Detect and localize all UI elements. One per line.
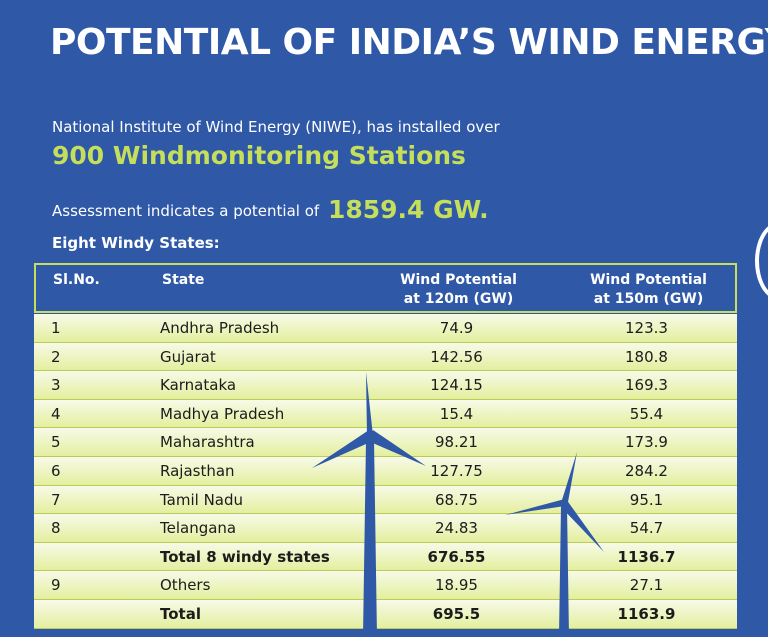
cell-sl-no: 7 <box>51 490 61 509</box>
cell-wind-120m: 18.95 <box>435 576 478 595</box>
cell-sl-no: 1 <box>51 319 61 337</box>
cell-sl-no: 2 <box>51 347 61 366</box>
decorative-curve <box>755 222 768 300</box>
cell-state: Karnataka <box>160 376 237 395</box>
cell-state: Telangana <box>160 519 237 538</box>
assessment-value: 1859.4 GW. <box>327 195 489 224</box>
table-row: 1 Andhra Pradesh 74.9 123.3 <box>34 314 737 343</box>
cell-sl-no: 3 <box>51 376 61 395</box>
cell-state: Others <box>160 576 211 595</box>
cell-sl-no: 4 <box>51 404 61 423</box>
table-row: 7 Tamil Nadu 68.75 95.1 <box>34 485 737 515</box>
page-title: POTENTIAL OF INDIA’S WIND ENERGY <box>50 22 768 63</box>
header-state: State <box>162 272 205 288</box>
cell-wind-120m: 24.83 <box>435 519 478 538</box>
header-sl-no: Sl.No. <box>53 272 100 288</box>
wind-potential-table: Sl.No. State Wind Potential at 120m (GW) … <box>34 263 737 633</box>
cell-wind-150m: 54.7 <box>629 519 664 538</box>
table-row: 5 Maharashtra 98.21 173.9 <box>34 428 737 457</box>
cell-wind-150m: 123.3 <box>625 319 668 337</box>
table-header: Sl.No. State Wind Potential at 120m (GW) … <box>34 263 737 313</box>
assessment-text: Assessment indicates a potential of <box>52 202 320 220</box>
cell-sl-no: 9 <box>51 576 61 595</box>
intro-text: National Institute of Wind Energy (NIWE)… <box>52 118 500 136</box>
cell-wind-120m: 68.75 <box>435 490 478 509</box>
header-wind-150m: Wind Potential at 150m (GW) <box>590 272 707 307</box>
cell-wind-120m: 98.21 <box>435 433 478 452</box>
cell-wind-120m: 695.5 <box>432 605 481 623</box>
cell-wind-120m: 15.4 <box>439 404 474 423</box>
cell-wind-150m: 27.1 <box>629 576 664 595</box>
cell-state: Tamil Nadu <box>160 490 244 509</box>
cell-wind-120m: 74.9 <box>439 319 474 337</box>
cell-wind-120m: 124.15 <box>430 376 483 395</box>
cell-wind-120m: 142.56 <box>430 347 483 366</box>
cell-wind-150m: 95.1 <box>629 490 664 509</box>
cell-wind-120m: 676.55 <box>427 547 486 566</box>
cell-wind-150m: 1136.7 <box>617 547 676 566</box>
cell-state: Maharashtra <box>160 433 255 452</box>
cell-state: Total <box>160 605 201 623</box>
cell-state: Gujarat <box>160 347 216 366</box>
cell-wind-150m: 180.8 <box>625 347 668 366</box>
table-heading: Eight Windy States: <box>52 234 220 252</box>
cell-wind-150m: 1163.9 <box>617 605 676 623</box>
table-row: 2 Gujarat 142.56 180.8 <box>34 342 737 372</box>
table-row: Total 695.5 1163.9 <box>34 600 737 629</box>
table-row: 4 Madhya Pradesh 15.4 55.4 <box>34 399 737 429</box>
header-wind-120m: Wind Potential at 120m (GW) <box>400 272 517 307</box>
cell-wind-150m: 169.3 <box>625 376 668 395</box>
table-row: 8 Telangana 24.83 54.7 <box>34 514 737 543</box>
cell-state: Madhya Pradesh <box>160 404 285 423</box>
cell-sl-no: 6 <box>51 462 61 480</box>
cell-wind-150m: 173.9 <box>625 433 668 452</box>
cell-state: Rajasthan <box>160 462 235 480</box>
table-row: 6 Rajasthan 127.75 284.2 <box>34 457 737 486</box>
cell-wind-120m: 127.75 <box>430 462 483 480</box>
cell-state: Andhra Pradesh <box>160 319 280 337</box>
assessment-line: Assessment indicates a potential of 1859… <box>52 193 489 224</box>
table-row: 9 Others 18.95 27.1 <box>34 571 737 600</box>
stations-highlight: 900 Windmonitoring Stations <box>52 141 466 170</box>
table-row: Total 8 windy states 676.55 1136.7 <box>34 542 737 572</box>
cell-wind-150m: 55.4 <box>629 404 664 423</box>
cell-state: Total 8 windy states <box>160 547 330 566</box>
cell-sl-no: 8 <box>51 519 61 538</box>
cell-sl-no: 5 <box>51 433 61 452</box>
cell-wind-150m: 284.2 <box>625 462 668 480</box>
table-row: 3 Karnataka 124.15 169.3 <box>34 371 737 400</box>
